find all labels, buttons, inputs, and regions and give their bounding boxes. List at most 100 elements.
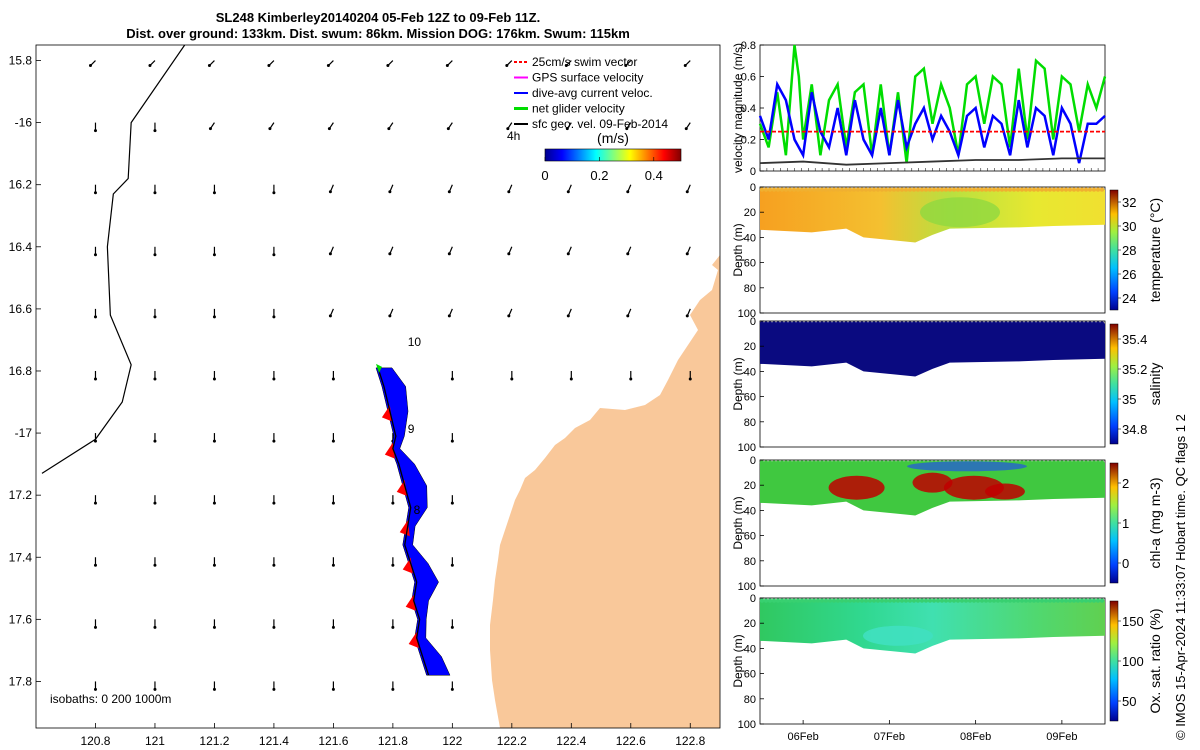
colorbar-tick-label: 2 bbox=[1122, 476, 1129, 491]
section-colorbar bbox=[1109, 600, 1119, 722]
section-profile-cap bbox=[1031, 321, 1037, 326]
current-vector-head bbox=[212, 439, 216, 443]
depth-ylabel: Depth (m) bbox=[731, 634, 745, 687]
velocity-y-tick-label: 0.4 bbox=[741, 103, 756, 115]
section-profile-cap bbox=[835, 321, 841, 326]
current-vector-head bbox=[685, 314, 689, 318]
section-profile-cap bbox=[811, 598, 817, 603]
current-vector-head bbox=[331, 377, 335, 381]
section-profile-cap bbox=[927, 598, 933, 603]
land-mass bbox=[490, 255, 720, 728]
section-profile-cap bbox=[863, 187, 869, 192]
section-profile-cap bbox=[859, 187, 865, 192]
current-vector-head bbox=[208, 127, 212, 131]
section-profile-cap bbox=[975, 187, 981, 192]
section-profile-cap bbox=[1099, 321, 1105, 326]
section-profile-cap bbox=[823, 598, 829, 603]
section-profile-cap bbox=[959, 187, 965, 192]
colorbar-tick-label: 30 bbox=[1122, 219, 1136, 234]
section-profile-cap bbox=[875, 460, 881, 465]
section-profile-cap bbox=[803, 598, 809, 603]
depth-tick-label: 80 bbox=[744, 283, 756, 295]
section-profile-cap bbox=[1039, 187, 1045, 192]
section-profile-cap bbox=[939, 321, 945, 326]
section-profile-cap bbox=[1099, 460, 1105, 465]
section-profile-cap bbox=[887, 321, 893, 326]
velocity-y-tick-label: 0 bbox=[750, 166, 756, 178]
section-profile-cap bbox=[1055, 460, 1061, 465]
section-panel-chl-a: 0 20 40 60 80 100 Depth (m) 0 1 2 chl-a (mg m-3) bbox=[731, 455, 1163, 593]
section-profile-cap bbox=[1091, 187, 1097, 192]
current-vector-head bbox=[510, 377, 514, 381]
section-profile-cap bbox=[1019, 321, 1025, 326]
current-vector-head bbox=[272, 191, 276, 195]
section-profile-cap bbox=[1095, 460, 1101, 465]
section-profile-cap bbox=[931, 321, 937, 326]
section-profile-cap bbox=[843, 321, 849, 326]
section-profile-cap bbox=[823, 187, 829, 192]
section-profile-cap bbox=[979, 598, 985, 603]
x-tick-label: 122.8 bbox=[675, 734, 705, 748]
current-vector-head bbox=[272, 439, 276, 443]
section-profile-cap bbox=[1019, 187, 1025, 192]
current-vector-field bbox=[88, 60, 692, 691]
section-profile-cap bbox=[1055, 321, 1061, 326]
current-vector-head bbox=[153, 129, 157, 133]
section-profile-cap bbox=[975, 598, 981, 603]
current-vector-head bbox=[93, 625, 97, 629]
section-profile-cap bbox=[895, 321, 901, 326]
section-profile-cap bbox=[951, 187, 957, 192]
current-vector-head bbox=[564, 64, 568, 68]
section-profile-cap bbox=[987, 321, 993, 326]
depth-tick-label: 20 bbox=[744, 341, 756, 353]
section-profile-cap bbox=[843, 598, 849, 603]
depth-tick-label: 60 bbox=[744, 392, 756, 404]
section-profile-cap bbox=[823, 460, 829, 465]
colorbar-tick-label: 28 bbox=[1122, 243, 1136, 258]
section-profile-cap bbox=[803, 321, 809, 326]
section-profile-cap bbox=[1067, 460, 1073, 465]
section-data-field bbox=[760, 600, 1105, 654]
depth-tick-label: 20 bbox=[744, 618, 756, 630]
section-profile-cap bbox=[915, 187, 921, 192]
section-profile-cap bbox=[903, 187, 909, 192]
current-vector-head bbox=[688, 377, 692, 381]
colorbar-tick-label: 35.4 bbox=[1122, 332, 1147, 347]
section-profile-cap bbox=[1059, 321, 1065, 326]
section-profile-cap bbox=[839, 187, 845, 192]
section-profile-cap bbox=[971, 321, 977, 326]
section-profile-cap bbox=[871, 460, 877, 465]
section-profile-cap bbox=[855, 460, 861, 465]
current-vector-head bbox=[391, 687, 395, 691]
current-vector-head bbox=[88, 64, 92, 68]
current-vector-head bbox=[450, 687, 454, 691]
depth-ylabel: Depth (m) bbox=[731, 357, 745, 410]
section-profile-cap bbox=[955, 187, 961, 192]
section-profile-cap bbox=[991, 598, 997, 603]
section-profile-cap bbox=[1039, 598, 1045, 603]
section-profile-cap bbox=[815, 321, 821, 326]
section-profile-cap bbox=[923, 187, 929, 192]
section-profile-cap bbox=[811, 187, 817, 192]
section-profile-cap bbox=[895, 598, 901, 603]
depth-tick-label: 40 bbox=[744, 232, 756, 244]
colorbar-label: temperature (°C) bbox=[1147, 198, 1163, 302]
section-profile-cap bbox=[891, 460, 897, 465]
current-vector-head bbox=[212, 687, 216, 691]
section-profile-cap bbox=[879, 187, 885, 192]
colorbar-tick-label: 0.4 bbox=[645, 168, 663, 183]
section-profile-cap bbox=[767, 460, 773, 465]
section-profile-cap bbox=[1015, 187, 1021, 192]
current-vector-head bbox=[272, 253, 276, 257]
temperature-cool-patch bbox=[920, 197, 1000, 228]
section-profile-cap bbox=[827, 321, 833, 326]
section-profile-cap bbox=[1083, 187, 1089, 192]
date-tick-label: 09Feb bbox=[1046, 731, 1077, 743]
current-vector-head bbox=[267, 64, 271, 68]
section-profile-cap bbox=[931, 187, 937, 192]
section-profile-cap bbox=[1083, 321, 1089, 326]
current-vector-head bbox=[153, 563, 157, 567]
section-profile-cap bbox=[787, 187, 793, 192]
section-profile-cap bbox=[1063, 187, 1069, 192]
section-profile-cap bbox=[995, 598, 1001, 603]
